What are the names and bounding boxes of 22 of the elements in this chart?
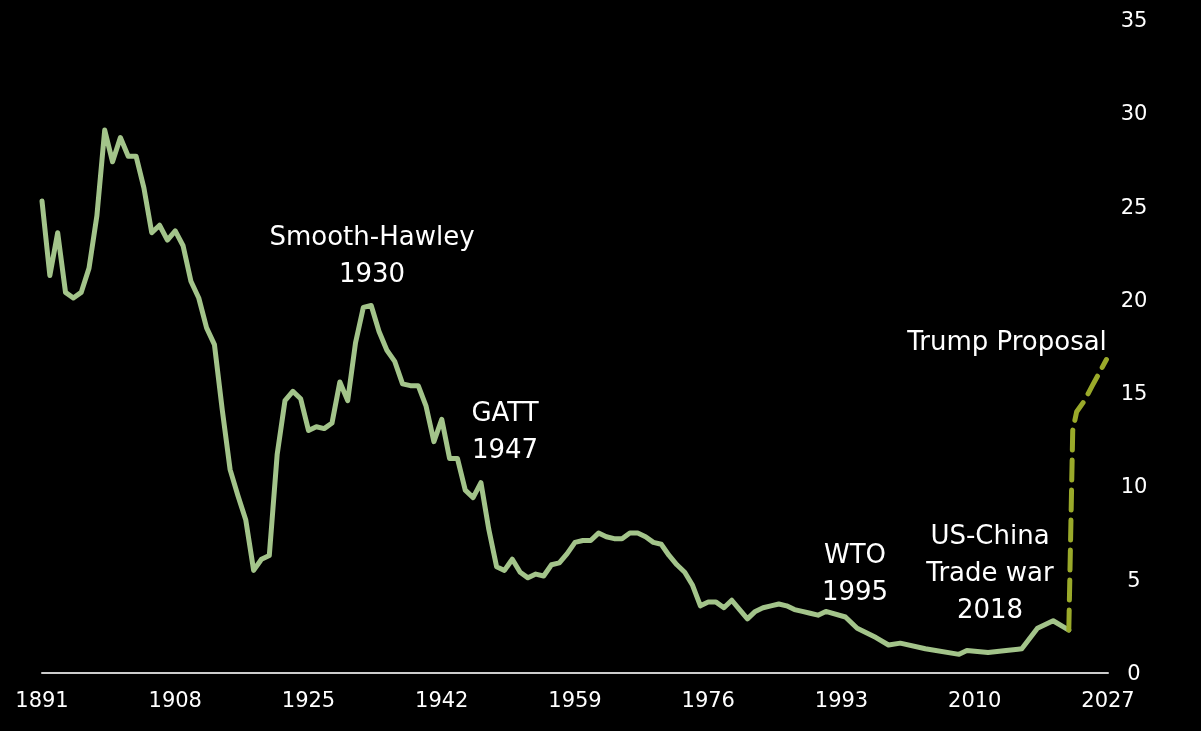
annotation: Trump Proposal (906, 326, 1107, 356)
x-tick-label: 1925 (281, 687, 336, 712)
y-tick-label: 30 (1120, 101, 1148, 126)
y-tick-label: 0 (1127, 661, 1141, 685)
annotation: Smooth-Hawley 1930 (269, 220, 475, 288)
y-tick-label: 15 (1120, 381, 1148, 406)
y-tick-label: 5 (1127, 567, 1141, 592)
x-tick-label: 1993 (814, 687, 869, 712)
x-tick-label: 1908 (148, 687, 202, 712)
y-tick-label: 35 (1120, 8, 1148, 32)
y-tick-label: 20 (1120, 287, 1148, 312)
annotation: WTO 1995 (821, 538, 889, 606)
x-tick-label: 1959 (548, 687, 602, 712)
y-tick-label: 10 (1120, 474, 1148, 499)
x-tick-label: 1942 (415, 687, 469, 712)
x-tick-label: 2027 (1081, 687, 1135, 712)
x-tick-label: 1976 (681, 687, 735, 712)
annotation: GATT 1947 (471, 396, 539, 464)
y-tick-label: 25 (1120, 194, 1148, 219)
x-tick-label: 2010 (948, 687, 1002, 712)
annotation: US-China Trade war 2018 (925, 520, 1054, 624)
x-tick-label: 1891 (15, 687, 69, 712)
